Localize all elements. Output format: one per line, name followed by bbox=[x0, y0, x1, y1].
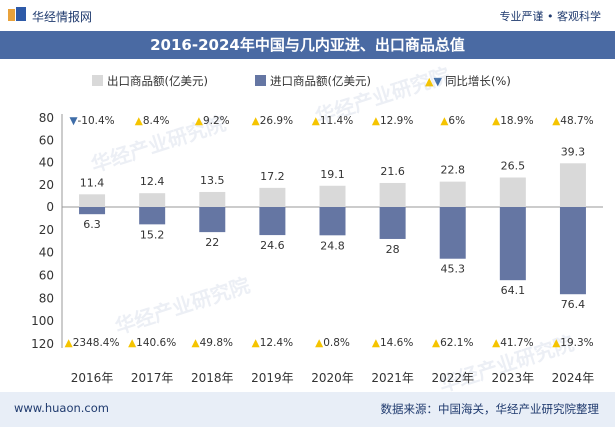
import-value-label: 28 bbox=[386, 243, 400, 256]
export-bar bbox=[79, 194, 106, 207]
y-tick-label: 60 bbox=[39, 133, 54, 147]
legend-import-label: 进口商品额(亿美元) bbox=[270, 74, 371, 88]
import-bar bbox=[499, 207, 526, 281]
y-tick-label: 60 bbox=[39, 269, 54, 283]
logo-icon bbox=[8, 7, 26, 21]
site-name: 华经情报网 bbox=[32, 10, 93, 24]
footer bbox=[0, 392, 615, 427]
export-value-label: 12.4 bbox=[140, 175, 165, 188]
x-tick-label: 2020年 bbox=[311, 371, 354, 385]
import-growth-label: ▲41.7% bbox=[492, 337, 533, 349]
x-tick-label: 2023年 bbox=[492, 371, 535, 385]
x-tick-label: 2021年 bbox=[371, 371, 414, 385]
import-value-label: 24.6 bbox=[260, 239, 285, 252]
export-value-label: 26.5 bbox=[501, 160, 526, 173]
export-growth-label: ▲26.9% bbox=[252, 115, 293, 127]
import-growth-label: ▲140.6% bbox=[128, 337, 176, 349]
top-bar: 华经情报网 专业严谨 • 客观科学 bbox=[0, 0, 615, 30]
import-bar bbox=[139, 207, 166, 225]
x-tick-label: 2018年 bbox=[191, 371, 234, 385]
export-bar bbox=[439, 181, 466, 207]
export-growth-label: ▲12.9% bbox=[372, 115, 413, 127]
y-tick-label: 120 bbox=[31, 337, 54, 351]
export-value-label: 39.3 bbox=[561, 145, 586, 158]
export-value-label: 21.6 bbox=[380, 165, 405, 178]
y-tick-label: 20 bbox=[39, 178, 54, 192]
import-growth-label: ▲14.6% bbox=[372, 337, 413, 349]
import-bar bbox=[439, 207, 466, 259]
y-tick-label: 40 bbox=[39, 246, 54, 260]
x-tick-label: 2016年 bbox=[71, 371, 114, 385]
import-bar bbox=[79, 207, 106, 215]
chart-svg: 80 60 40 20 0 20 40 60 80 100 120 11.4 6.3 ▼-10.4% ▲23… bbox=[31, 111, 603, 385]
export-growth-label: ▲9.2% bbox=[195, 115, 230, 127]
export-growth-label: ▲48.7% bbox=[552, 115, 593, 127]
import-growth-label: ▲12.4% bbox=[252, 337, 293, 349]
export-bar bbox=[559, 163, 586, 207]
export-bar bbox=[379, 182, 406, 207]
export-value-label: 13.5 bbox=[200, 174, 225, 187]
import-growth-label: ▲19.3% bbox=[552, 337, 593, 349]
y-tick-label: 20 bbox=[39, 223, 54, 237]
x-tick-label: 2019年 bbox=[251, 371, 294, 385]
legend-export: 出口商品额(亿美元) bbox=[92, 73, 208, 89]
export-bar bbox=[499, 177, 526, 207]
x-tick-label: 2022年 bbox=[431, 371, 474, 385]
export-growth-label: ▲6% bbox=[440, 115, 465, 127]
import-bar bbox=[379, 207, 406, 239]
tagline: 专业严谨 • 客观科学 bbox=[499, 10, 601, 23]
x-tick-label: 2024年 bbox=[552, 371, 595, 385]
import-growth-label: ▲2348.4% bbox=[65, 337, 120, 349]
import-value-label: 64.1 bbox=[501, 284, 526, 297]
footer-source: 数据来源：中国海关，华经产业研究院整理 bbox=[380, 402, 600, 416]
export-growth-label: ▲8.4% bbox=[135, 115, 170, 127]
export-bar bbox=[199, 191, 226, 207]
export-bar bbox=[319, 185, 346, 207]
import-bar bbox=[259, 207, 286, 236]
import-value-label: 24.8 bbox=[320, 239, 345, 252]
export-growth-label: ▼-10.4% bbox=[69, 115, 114, 127]
y-tick-label: 0 bbox=[46, 200, 54, 214]
title-bar bbox=[0, 31, 615, 59]
triangle-down-icon: ▼ bbox=[433, 75, 442, 88]
legend-export-swatch bbox=[92, 75, 103, 86]
legend-growth: ▲▼ 同比增长(%) bbox=[425, 73, 511, 89]
export-value-label: 19.1 bbox=[320, 168, 345, 181]
y-tick-label: 40 bbox=[39, 156, 54, 170]
import-growth-label: ▲49.8% bbox=[192, 337, 233, 349]
import-value-label: 15.2 bbox=[140, 228, 165, 241]
export-bar bbox=[259, 187, 286, 207]
export-value-label: 22.8 bbox=[440, 164, 465, 177]
import-bar bbox=[319, 207, 346, 236]
triangle-up-icon: ▲ bbox=[425, 75, 434, 88]
legend: 出口商品额(亿美元) 进口商品额(亿美元) ▲▼ 同比增长(%) bbox=[0, 73, 615, 89]
export-value-label: 17.2 bbox=[260, 170, 285, 183]
footer-url[interactable]: www.huaon.com bbox=[14, 401, 109, 415]
import-value-label: 45.3 bbox=[440, 263, 465, 276]
export-growth-label: ▲18.9% bbox=[492, 115, 533, 127]
y-tick-label: 80 bbox=[39, 291, 54, 305]
import-growth-label: ▲62.1% bbox=[432, 337, 473, 349]
chart-title: 2016-2024年中国与几内亚进、出口商品总值 bbox=[150, 36, 465, 54]
import-bar bbox=[559, 207, 586, 295]
import-bar bbox=[199, 207, 226, 233]
import-growth-label: ▲0.8% bbox=[315, 337, 350, 349]
x-tick-label: 2017年 bbox=[131, 371, 174, 385]
import-value-label: 76.4 bbox=[561, 298, 586, 311]
legend-import: 进口商品额(亿美元) bbox=[255, 73, 371, 89]
export-bar bbox=[139, 193, 166, 207]
y-tick-label: 100 bbox=[31, 314, 54, 328]
legend-import-swatch bbox=[255, 75, 266, 86]
y-tick-label: 80 bbox=[39, 111, 54, 125]
legend-growth-label: 同比增长(%) bbox=[444, 74, 511, 88]
export-value-label: 11.4 bbox=[80, 176, 105, 189]
export-growth-label: ▲11.4% bbox=[312, 115, 353, 127]
import-value-label: 6.3 bbox=[83, 218, 101, 231]
import-value-label: 22 bbox=[205, 236, 219, 249]
legend-export-label: 出口商品额(亿美元) bbox=[107, 74, 208, 88]
